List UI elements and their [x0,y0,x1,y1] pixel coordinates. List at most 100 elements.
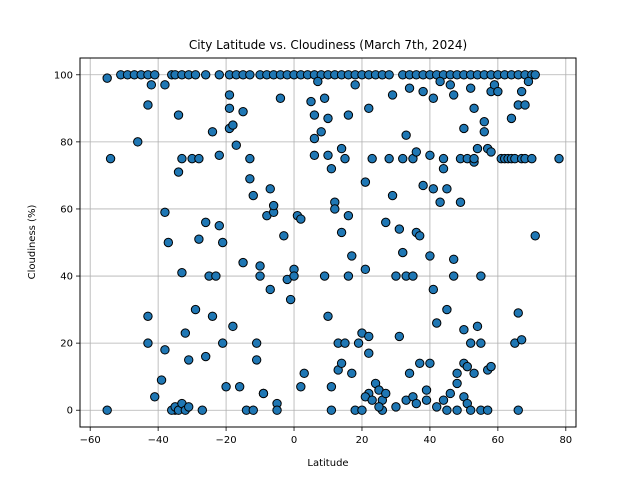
data-point [384,153,394,164]
data-point [234,382,245,392]
data-point [465,338,476,348]
data-point [442,304,452,315]
data-point [258,388,269,399]
data-point [493,86,503,97]
data-point [248,190,258,201]
data-point [394,224,405,234]
data-point [268,200,279,211]
data-point [347,251,357,261]
y-axis-ticks: 0 20 40 60 80 100 [54,70,80,417]
data-point [272,405,282,415]
data-point [418,86,428,97]
data-point [381,217,391,228]
data-point [265,284,275,295]
data-point [200,351,211,362]
data-point [459,123,469,134]
data-point [217,338,228,348]
data-point [343,271,354,281]
data-point [462,361,472,372]
data-point [476,338,486,348]
data-point [391,271,401,281]
data-point [309,133,320,144]
data-point [438,395,449,405]
data-point [245,153,255,164]
data-point [238,106,248,117]
data-point [231,140,241,150]
data-point [360,264,371,275]
data-point [173,110,184,120]
data-point [255,271,265,281]
data-point [445,388,456,399]
x-tick-label: 80 [559,435,572,446]
data-point [184,355,194,365]
data-point [160,207,170,218]
data-point [469,368,479,379]
data-point [438,164,449,174]
data-point [102,405,112,415]
data-point [415,358,425,368]
data-point [336,143,347,154]
data-point [296,214,306,224]
data-point [364,348,374,358]
data-point [364,103,374,114]
data-point [156,375,167,385]
data-point [340,153,350,164]
data-point [425,251,435,261]
data-point [408,271,418,281]
data-point [381,388,391,399]
data-point [465,83,476,93]
data-point [428,284,439,295]
y-tick-label: 80 [60,137,73,148]
data-point [102,73,112,83]
data-point [435,76,445,87]
data-point [459,325,469,335]
data-point [173,167,184,177]
x-tick-label: −60 [80,435,101,446]
data-point [289,271,299,281]
data-point [364,331,374,342]
data-point [435,197,445,207]
data-point [207,311,218,321]
data-point [143,311,153,321]
x-tick-label: 60 [491,435,504,446]
data-point [421,395,432,405]
data-point [486,147,496,157]
data-point [194,153,204,164]
data-point [350,80,360,90]
data-point [214,70,224,80]
data-point [133,137,143,147]
data-point [353,338,364,348]
x-tick-label: −20 [216,435,237,446]
data-point [347,368,357,379]
data-point [326,405,337,415]
data-point [245,174,255,184]
data-point [452,405,462,415]
data-points [102,70,564,415]
data-point [357,405,367,415]
y-tick-label: 0 [67,406,73,417]
data-point [455,197,466,207]
data-point [265,184,275,194]
data-point [428,184,439,194]
data-point [146,80,157,90]
data-point [150,70,160,80]
data-point [160,80,170,90]
x-axis-ticks: −60 −40 −20 0 20 40 60 80 [80,427,572,446]
data-point [398,247,408,258]
plot-area-frame [79,57,577,428]
data-point [214,150,224,160]
data-point [309,150,320,160]
data-point [228,120,238,130]
data-point [411,147,422,157]
y-axis-label: Cloudiness (%) [27,205,38,280]
data-point [486,361,496,372]
data-point [428,93,439,103]
data-point [224,90,235,100]
data-point [150,392,160,402]
data-point [469,153,479,164]
data-point [448,271,459,281]
data-point [238,257,248,268]
data-point [442,405,452,415]
chart-title: City Latitude vs. Cloudiness (March 7th,… [189,38,467,52]
data-point [211,271,221,281]
